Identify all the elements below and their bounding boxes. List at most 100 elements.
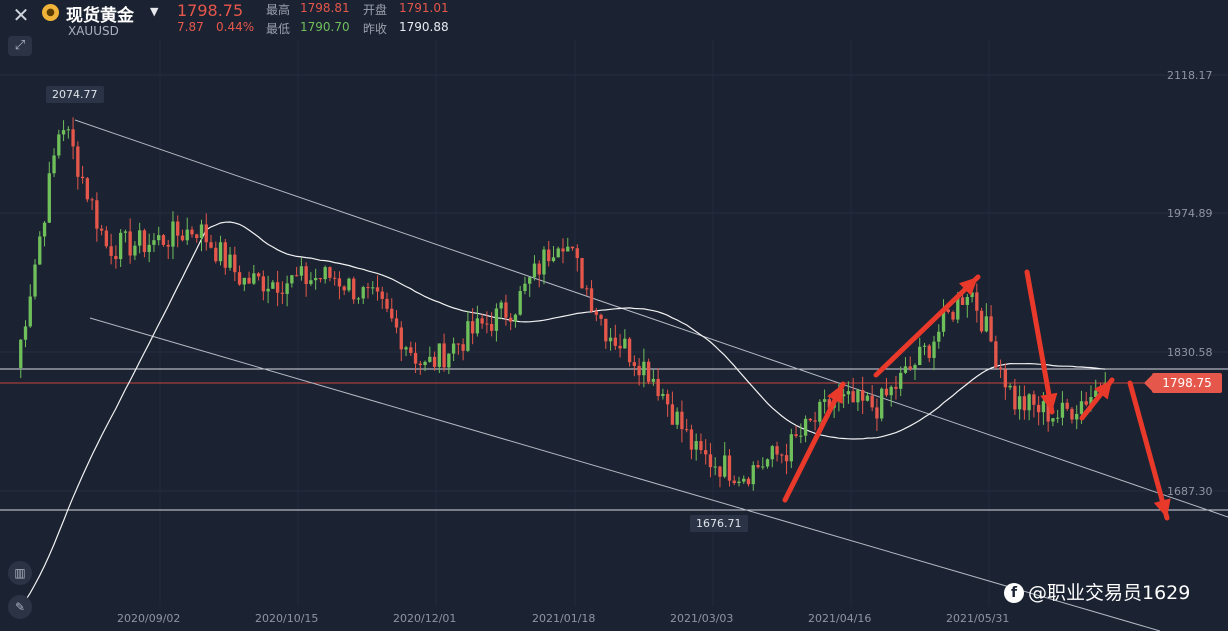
date-axis-label: 2020/10/15 xyxy=(255,612,319,625)
trend-arrow xyxy=(1024,269,1055,415)
candle-body xyxy=(209,242,213,248)
chevron-down-icon[interactable]: ▼ xyxy=(150,5,159,18)
candle-body xyxy=(951,312,955,320)
candle-body xyxy=(875,407,879,419)
price-axis-label: 2118.17 xyxy=(1167,69,1213,82)
candle-body xyxy=(142,230,147,253)
arrow-head xyxy=(958,277,978,296)
price-axis-label: 1974.89 xyxy=(1167,207,1213,220)
candle-body xyxy=(1060,402,1065,418)
candle-body xyxy=(979,310,984,332)
date-axis-label: 2020/09/02 xyxy=(117,612,181,625)
candle-body xyxy=(513,314,518,322)
candle-body xyxy=(903,366,908,373)
candle-body xyxy=(670,404,675,425)
candle-body xyxy=(470,321,475,334)
candle-body xyxy=(613,337,617,346)
candle-body xyxy=(637,365,641,376)
pencil-icon[interactable]: ✎ xyxy=(8,595,32,619)
candle-body xyxy=(746,478,751,485)
watermark-text: @职业交易员1629 xyxy=(1028,582,1191,604)
price-change-percent: 0.44% xyxy=(216,20,255,34)
candle-body xyxy=(99,228,104,231)
candle-body xyxy=(770,446,774,460)
candle-body xyxy=(195,234,199,238)
candle-body xyxy=(1065,402,1069,409)
arrow-head xyxy=(1153,498,1171,518)
candle-body xyxy=(775,446,779,455)
candle-body xyxy=(561,248,565,252)
candle-body xyxy=(261,276,266,292)
trend-line-lower xyxy=(89,317,1161,631)
candle-body xyxy=(1051,418,1055,422)
candle-body xyxy=(38,236,42,265)
candle-body xyxy=(1046,401,1050,422)
candle-body xyxy=(280,292,285,294)
gold-coin-icon: ● xyxy=(42,4,59,21)
price-axis-label: 1687.30 xyxy=(1167,485,1213,498)
candle-body xyxy=(256,273,261,277)
candle-body xyxy=(1075,413,1079,420)
candle-body xyxy=(932,341,936,358)
prev-close-value: 1790.88 xyxy=(399,20,449,34)
trend-arrow xyxy=(873,274,981,378)
candle-body xyxy=(499,302,503,309)
candle-body xyxy=(399,327,403,350)
candle-body xyxy=(190,229,194,235)
expand-icon[interactable]: ⤢ xyxy=(8,36,32,56)
candle-body xyxy=(880,388,884,419)
high-value: 1798.81 xyxy=(300,1,350,15)
candle-body xyxy=(366,287,370,289)
high-annotation: 2074.77 xyxy=(46,86,104,103)
candle-body xyxy=(214,247,218,262)
candle-body xyxy=(304,266,308,284)
candle-body xyxy=(494,308,499,331)
candle-body xyxy=(998,367,1003,370)
candle-body xyxy=(761,466,765,468)
candle-body xyxy=(504,302,508,318)
trend-arrow xyxy=(782,381,846,503)
candle-body xyxy=(432,356,437,367)
candle-body xyxy=(475,318,480,334)
weibo-logo-icon: f xyxy=(1004,583,1024,603)
candle-body xyxy=(803,418,808,436)
candle-body xyxy=(970,292,974,297)
candle-body xyxy=(313,278,318,281)
arrow-head xyxy=(1040,392,1058,412)
candle-body xyxy=(727,455,732,481)
candle-body xyxy=(608,337,613,342)
close-icon[interactable]: ✕ xyxy=(12,3,30,27)
candle-body xyxy=(794,434,798,437)
candle-body xyxy=(390,308,394,319)
candle-body xyxy=(180,235,185,241)
moving-average-line xyxy=(15,221,1106,615)
candle-body xyxy=(252,273,256,284)
candle-body xyxy=(1094,390,1098,397)
candle-body xyxy=(342,286,346,291)
candle-body xyxy=(594,311,598,315)
candle-body xyxy=(447,353,451,368)
candle-body xyxy=(356,298,361,300)
instrument-name[interactable]: 现货黄金 xyxy=(66,6,134,26)
candle-body xyxy=(76,146,80,177)
candle-body xyxy=(323,267,327,280)
candle-body xyxy=(61,130,66,135)
low-value: 1790.70 xyxy=(300,20,350,34)
candlestick-icon[interactable]: ▥ xyxy=(8,561,32,585)
candle-body xyxy=(161,235,166,245)
candle-body xyxy=(718,466,722,477)
candle-body xyxy=(623,338,627,349)
candle-body xyxy=(937,331,941,342)
candle-body xyxy=(218,242,223,262)
candle-body xyxy=(960,297,965,305)
candle-body xyxy=(509,317,513,322)
candle-body xyxy=(742,478,746,482)
candle-body xyxy=(128,231,132,256)
date-axis-label: 2021/03/03 xyxy=(670,612,734,625)
candle-body xyxy=(704,450,708,455)
candle-body xyxy=(233,254,237,273)
candle-body xyxy=(480,318,484,324)
candle-body xyxy=(152,240,156,245)
candle-body xyxy=(1008,385,1012,388)
